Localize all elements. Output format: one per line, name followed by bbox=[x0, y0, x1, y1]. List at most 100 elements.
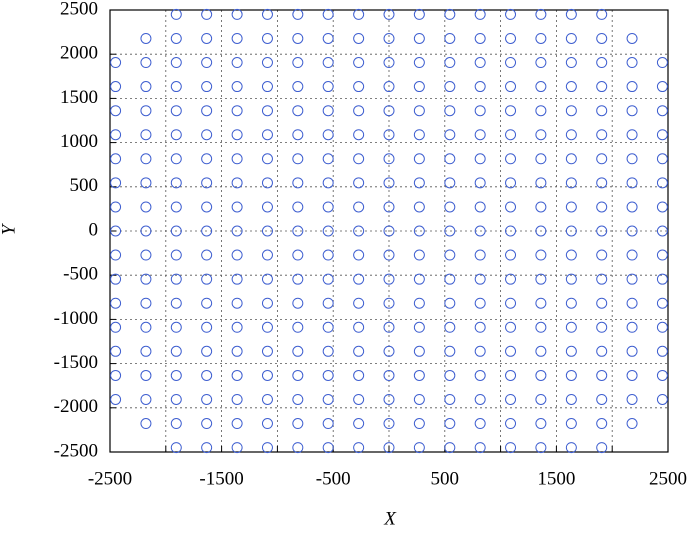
x-tick-label: -1500 bbox=[199, 468, 243, 489]
point bbox=[261, 273, 273, 285]
y-tick-label: 0 bbox=[89, 219, 99, 240]
point bbox=[322, 57, 334, 69]
point bbox=[110, 81, 122, 93]
point bbox=[201, 57, 213, 69]
point bbox=[201, 369, 213, 381]
point bbox=[140, 418, 152, 430]
point bbox=[261, 81, 273, 93]
point bbox=[626, 32, 638, 44]
point bbox=[656, 369, 668, 381]
point bbox=[535, 369, 547, 381]
point bbox=[170, 201, 182, 213]
point bbox=[383, 129, 395, 141]
point bbox=[170, 249, 182, 261]
point bbox=[170, 297, 182, 309]
point bbox=[383, 81, 395, 93]
point bbox=[110, 393, 122, 405]
point bbox=[413, 418, 425, 430]
point bbox=[170, 57, 182, 69]
point bbox=[565, 201, 577, 213]
point bbox=[201, 442, 213, 454]
y-axis-label: Y bbox=[0, 222, 19, 235]
point bbox=[140, 201, 152, 213]
point bbox=[383, 442, 395, 454]
point bbox=[170, 32, 182, 44]
point bbox=[444, 32, 456, 44]
point bbox=[292, 442, 304, 454]
point bbox=[626, 177, 638, 189]
point bbox=[596, 57, 608, 69]
point bbox=[292, 201, 304, 213]
point bbox=[565, 225, 577, 237]
point bbox=[231, 57, 243, 69]
point bbox=[383, 345, 395, 357]
point bbox=[656, 129, 668, 141]
point bbox=[322, 273, 334, 285]
point bbox=[656, 393, 668, 405]
point bbox=[292, 249, 304, 261]
point bbox=[474, 369, 486, 381]
point bbox=[505, 8, 517, 20]
point bbox=[505, 418, 517, 430]
point bbox=[322, 345, 334, 357]
point bbox=[383, 297, 395, 309]
point bbox=[322, 418, 334, 430]
point bbox=[413, 273, 425, 285]
point bbox=[444, 369, 456, 381]
point bbox=[474, 153, 486, 165]
point bbox=[140, 81, 152, 93]
point bbox=[231, 81, 243, 93]
point bbox=[201, 345, 213, 357]
point bbox=[413, 442, 425, 454]
point bbox=[292, 8, 304, 20]
point bbox=[626, 297, 638, 309]
point bbox=[261, 345, 273, 357]
point bbox=[474, 393, 486, 405]
point bbox=[322, 32, 334, 44]
point bbox=[444, 345, 456, 357]
point bbox=[474, 57, 486, 69]
point bbox=[474, 297, 486, 309]
point bbox=[413, 8, 425, 20]
point bbox=[170, 393, 182, 405]
point bbox=[596, 442, 608, 454]
point bbox=[444, 177, 456, 189]
x-tick-label: 1500 bbox=[537, 468, 575, 489]
point bbox=[292, 297, 304, 309]
point bbox=[170, 442, 182, 454]
point bbox=[565, 32, 577, 44]
point bbox=[110, 177, 122, 189]
point bbox=[444, 129, 456, 141]
point bbox=[535, 249, 547, 261]
point bbox=[505, 81, 517, 93]
point bbox=[565, 393, 577, 405]
point bbox=[444, 297, 456, 309]
point bbox=[656, 201, 668, 213]
point bbox=[140, 57, 152, 69]
point bbox=[261, 153, 273, 165]
point bbox=[505, 201, 517, 213]
point bbox=[444, 273, 456, 285]
point bbox=[383, 153, 395, 165]
point bbox=[474, 273, 486, 285]
point bbox=[505, 153, 517, 165]
point bbox=[261, 393, 273, 405]
point bbox=[535, 297, 547, 309]
point bbox=[535, 273, 547, 285]
point bbox=[140, 393, 152, 405]
point bbox=[474, 321, 486, 333]
point bbox=[140, 225, 152, 237]
point bbox=[474, 129, 486, 141]
point bbox=[596, 273, 608, 285]
y-tick-label: -1000 bbox=[54, 308, 98, 329]
point bbox=[322, 177, 334, 189]
point bbox=[353, 369, 365, 381]
point bbox=[565, 297, 577, 309]
point bbox=[383, 105, 395, 117]
point bbox=[596, 129, 608, 141]
point bbox=[383, 8, 395, 20]
point bbox=[110, 201, 122, 213]
point bbox=[383, 225, 395, 237]
point bbox=[201, 201, 213, 213]
point bbox=[413, 105, 425, 117]
